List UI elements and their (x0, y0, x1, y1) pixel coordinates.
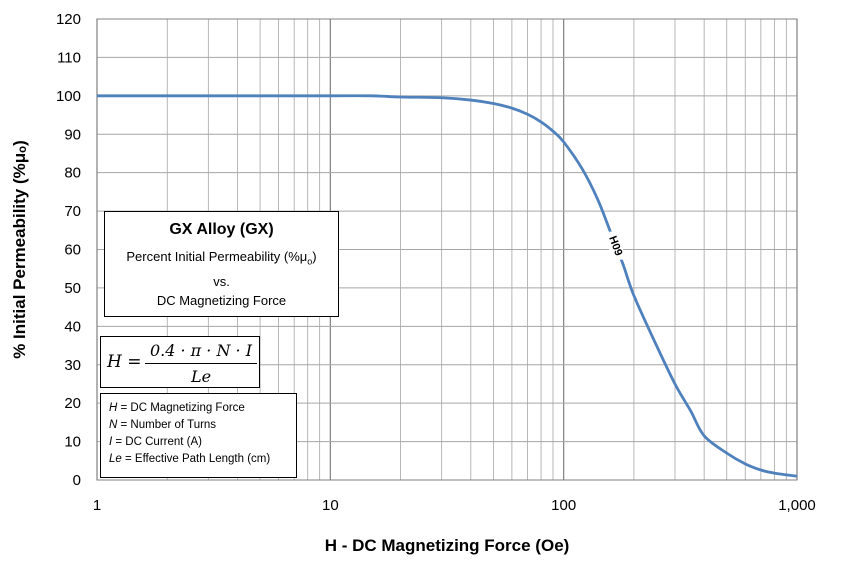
x-axis-title: H - DC Magnetizing Force (Oe) (325, 536, 570, 555)
y-tick-label: 30 (64, 357, 81, 374)
y-tick-label: 50 (64, 280, 81, 297)
chart-title: GX Alloy (GX) (169, 221, 274, 238)
x-tick-label: 1 (93, 497, 101, 514)
legend-le-text: = Effective Path Length (cm) (121, 453, 271, 465)
legend-i-text: = DC Current (A) (112, 436, 202, 448)
y-tick-label: 80 (64, 165, 81, 182)
formula-box: H = 0.4 · π · N · I Le (100, 336, 260, 388)
subtitle-line1-suffix: ) (312, 249, 317, 264)
legend-h-symbol: H (109, 402, 118, 414)
variable-legend-box: H = DC Magnetizing Force N = Number of T… (100, 393, 297, 478)
x-tick-labels: 1 10 100 1,000 (93, 497, 816, 514)
legend-n-symbol: N (109, 419, 118, 431)
formula-fraction-bar (145, 363, 257, 364)
x-tick-label: 10 (322, 497, 339, 514)
formula-numerator: 0.4 · π · N · I (149, 341, 253, 360)
y-tick-label: 20 (64, 395, 81, 412)
subtitle-line1-sub: o (307, 256, 313, 267)
subtitle-line1-prefix: Percent Initial Permeability (%μ (126, 249, 308, 264)
series-line-h09 (97, 94, 798, 478)
y-tick-label: 70 (64, 203, 81, 220)
series-layer: H09 (97, 94, 798, 478)
legend-line-le: Le = Effective Path Length (cm) (109, 451, 296, 468)
y-tick-label: 120 (56, 11, 81, 28)
legend-line-n: N = Number of Turns (109, 417, 296, 434)
chart-title-box: GX Alloy (GX) Percent Initial Permeabili… (104, 211, 339, 317)
series-label-background (609, 231, 624, 260)
y-tick-label: 60 (64, 242, 81, 259)
y-tick-labels: 0 10 20 30 40 50 60 70 80 90 100 110 120 (56, 11, 81, 489)
y-tick-label: 0 (73, 472, 81, 489)
legend-h-text: = DC Magnetizing Force (117, 402, 245, 414)
chart-subtitle: Percent Initial Permeability (%μo) vs. D… (105, 247, 338, 310)
legend-le-symbol: Le (109, 453, 122, 465)
y-tick-label: 100 (56, 88, 81, 105)
y-tick-label: 10 (64, 434, 81, 451)
formula-lhs: H = (107, 352, 142, 372)
legend-line-h: H = DC Magnetizing Force (109, 400, 296, 417)
legend-line-i: I = DC Current (A) (109, 434, 296, 451)
legend-i-symbol: I (109, 436, 113, 448)
y-axis-title: % Initial Permeability (%μₒ) (10, 140, 29, 359)
formula-denominator: Le (190, 367, 212, 386)
y-tick-label: 90 (64, 126, 81, 143)
legend-n-text: = Number of Turns (117, 419, 217, 431)
y-tick-label: 40 (64, 318, 81, 335)
x-tick-label: 1,000 (778, 497, 816, 514)
subtitle-line3: DC Magnetizing Force (156, 292, 287, 308)
plot-area-frame (96, 18, 798, 481)
x-tick-label: 100 (551, 497, 576, 514)
y-tick-label: 110 (57, 49, 81, 66)
subtitle-line2: vs. (213, 273, 230, 289)
